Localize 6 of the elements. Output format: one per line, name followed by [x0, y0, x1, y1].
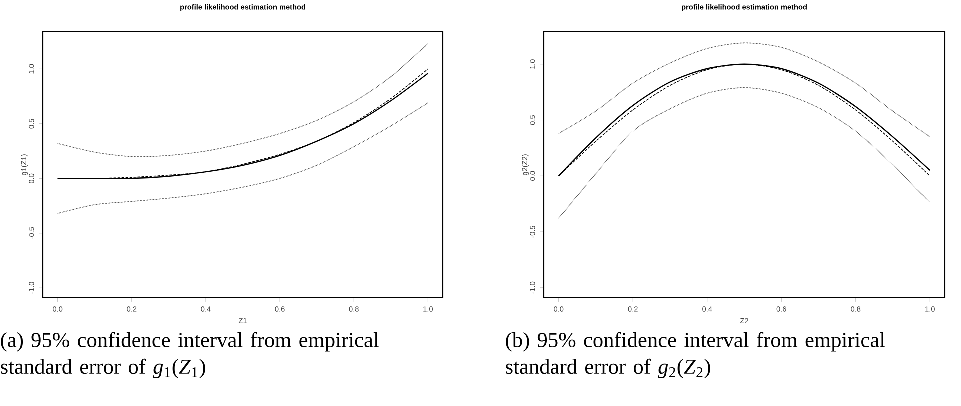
text: (b) 95% confidence interval from empirical standard error of g$_{2}$(Z$_{2}$) [506, 332, 886, 378]
line-series [558, 42, 931, 138]
line-series [57, 44, 429, 158]
line-series [558, 87, 931, 220]
text: (a) 95% confidence interval from empirical standard error of g$_{1}$(Z$_{1}$) [1, 332, 379, 378]
line-series [57, 102, 429, 214]
